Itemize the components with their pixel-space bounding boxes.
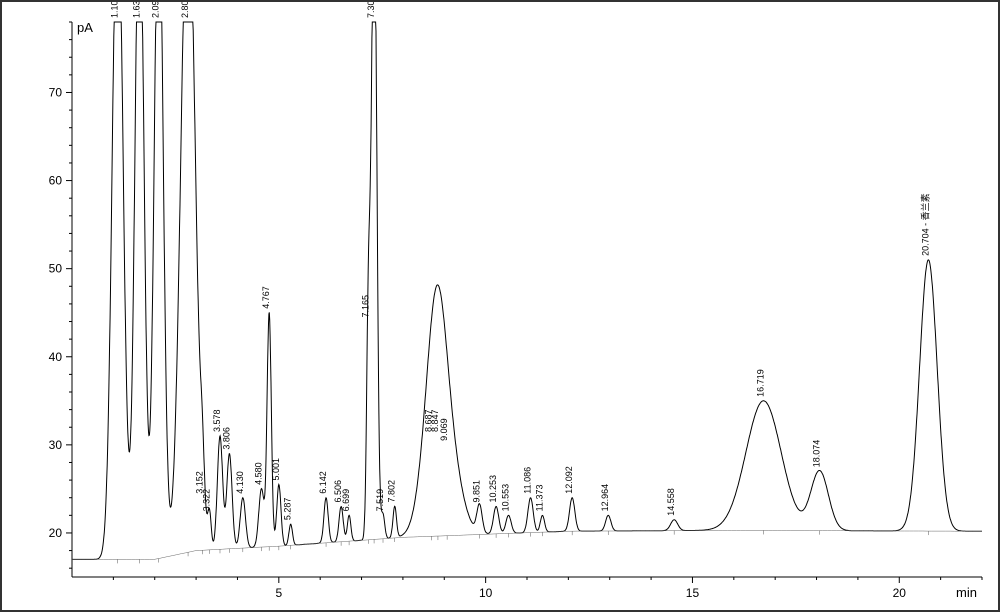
svg-text:1.631: 1.631: [131, 2, 141, 18]
svg-text:60: 60: [49, 174, 63, 188]
svg-text:1.104: 1.104: [110, 2, 120, 18]
svg-text:14.558: 14.558: [666, 488, 676, 516]
svg-text:min: min: [956, 585, 977, 600]
svg-text:4.767: 4.767: [261, 286, 271, 309]
svg-text:10.253: 10.253: [488, 475, 498, 503]
svg-text:4.130: 4.130: [235, 471, 245, 494]
svg-text:20: 20: [49, 526, 63, 540]
svg-text:15: 15: [686, 586, 700, 600]
svg-text:30: 30: [49, 438, 63, 452]
svg-text:2.806: 2.806: [180, 2, 190, 18]
svg-text:2.097: 2.097: [151, 2, 161, 18]
svg-text:18.074: 18.074: [812, 440, 822, 468]
svg-text:11.373: 11.373: [534, 484, 544, 511]
svg-text:7.519: 7.519: [375, 489, 385, 512]
svg-text:20.704 - 香兰素: 20.704 - 香兰素: [919, 193, 930, 256]
svg-text:3.806: 3.806: [221, 427, 231, 450]
svg-text:10.553: 10.553: [501, 484, 511, 512]
svg-text:4.580: 4.580: [253, 462, 263, 485]
svg-text:20: 20: [893, 586, 907, 600]
svg-text:12.092: 12.092: [564, 466, 574, 494]
svg-text:40: 40: [49, 350, 63, 364]
svg-text:3.322: 3.322: [201, 489, 211, 512]
chromatogram-svg: 5 10 15 20 min 20 30 40 50 60 70 pA 1.104 1.631 2.097 2…: [2, 2, 998, 610]
svg-text:pA: pA: [77, 20, 93, 35]
svg-text:7.303: 7.303: [366, 2, 376, 18]
svg-text:50: 50: [49, 262, 63, 276]
svg-text:16.719: 16.719: [756, 369, 766, 397]
svg-text:11.086: 11.086: [523, 467, 533, 494]
svg-text:9.069: 9.069: [439, 418, 449, 441]
svg-text:5.001: 5.001: [271, 458, 281, 481]
svg-text:9.851: 9.851: [471, 480, 481, 503]
svg-text:5.287: 5.287: [283, 498, 293, 521]
svg-text:10: 10: [479, 586, 493, 600]
chromatogram-chart: 5 10 15 20 min 20 30 40 50 60 70 pA 1.104 1.631 2.097 2…: [0, 0, 1000, 612]
svg-text:6.699: 6.699: [341, 489, 351, 512]
svg-text:5: 5: [275, 586, 282, 600]
svg-text:12.964: 12.964: [600, 484, 610, 512]
svg-text:7.165: 7.165: [360, 295, 370, 318]
svg-text:6.142: 6.142: [318, 471, 328, 494]
svg-text:7.802: 7.802: [387, 480, 397, 503]
svg-text:70: 70: [49, 85, 63, 99]
